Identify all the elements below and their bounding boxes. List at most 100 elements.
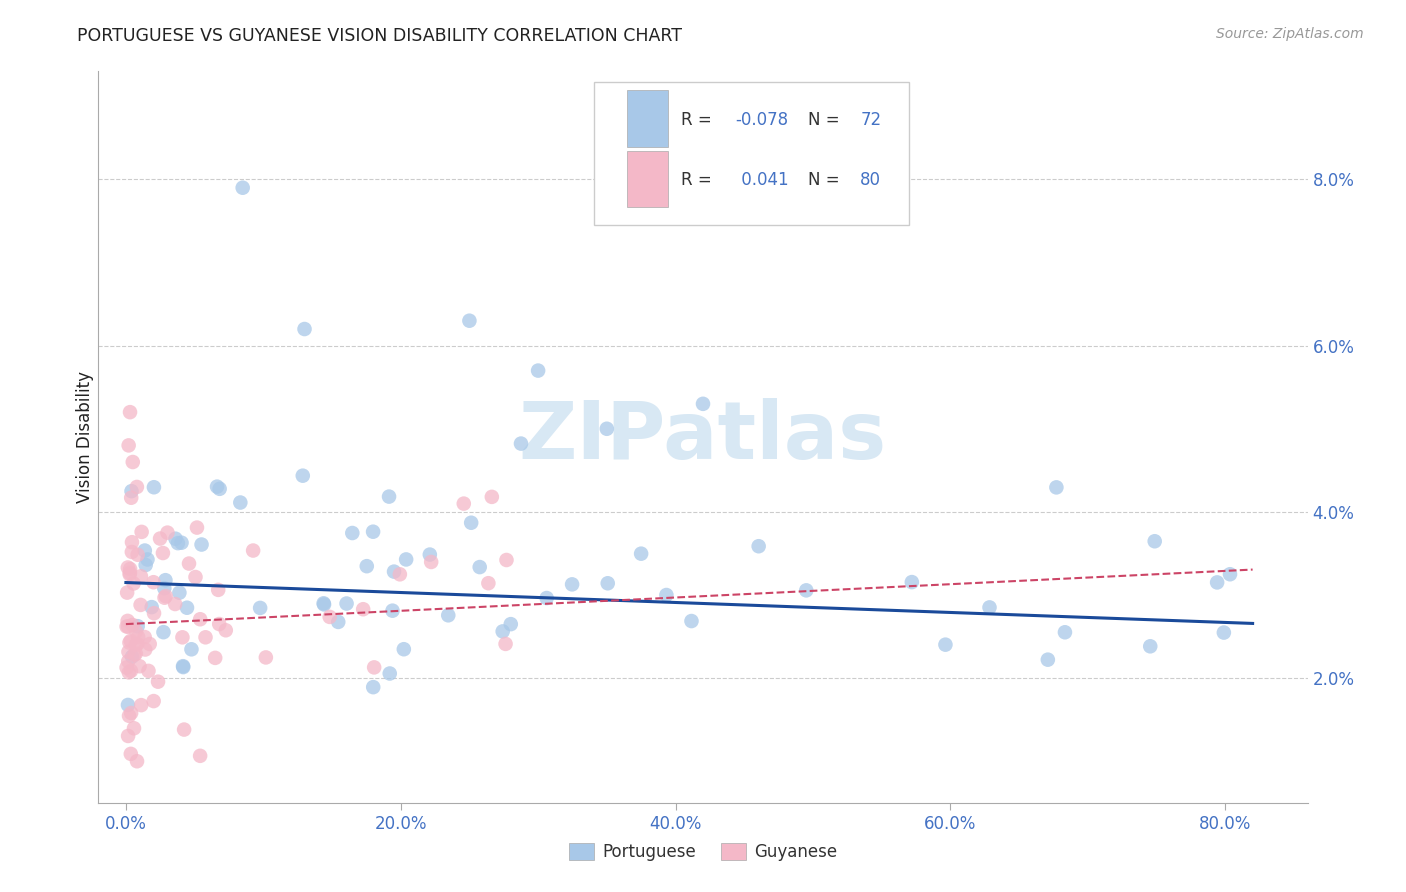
Text: N =: N = [808, 170, 845, 189]
Point [312, 596, 335, 610]
Point [152, 625, 174, 640]
Point [118, 405, 141, 419]
Point [149, 532, 172, 546]
Point [117, 560, 139, 574]
Point [134, 642, 156, 657]
Point [1045, 480, 1067, 494]
Point [794, 583, 817, 598]
Text: -0.078: -0.078 [735, 111, 789, 128]
Point [361, 680, 384, 694]
Point [143, 606, 166, 620]
Point [142, 575, 165, 590]
Point [169, 585, 191, 599]
FancyBboxPatch shape [627, 90, 668, 146]
Point [127, 548, 149, 562]
Point [291, 468, 314, 483]
Text: 80: 80 [860, 170, 882, 189]
Point [232, 180, 254, 194]
Point [420, 555, 443, 569]
Point [630, 547, 652, 561]
Point [249, 601, 271, 615]
Point [180, 642, 202, 657]
Point [173, 723, 195, 737]
Point [188, 612, 211, 626]
Point [204, 651, 226, 665]
Point [395, 552, 418, 566]
Point [120, 633, 142, 648]
Point [128, 659, 150, 673]
Point [561, 577, 583, 591]
Point [118, 665, 141, 680]
Point [381, 604, 404, 618]
Point [117, 654, 139, 668]
Point [352, 602, 374, 616]
Point [172, 630, 194, 644]
Point [1219, 567, 1241, 582]
Point [129, 698, 152, 713]
Point [146, 674, 169, 689]
Point [118, 566, 141, 580]
Point [121, 545, 143, 559]
Point [692, 397, 714, 411]
Point [172, 660, 194, 674]
Point [205, 480, 228, 494]
Point [156, 525, 179, 540]
Point [215, 624, 238, 638]
Text: 72: 72 [860, 111, 882, 128]
Point [125, 480, 148, 494]
Point [117, 614, 139, 628]
Point [117, 729, 139, 743]
Text: PORTUGUESE VS GUYANESE VISION DISABILITY CORRELATION CHART: PORTUGUESE VS GUYANESE VISION DISABILITY… [77, 27, 682, 45]
Point [342, 526, 364, 541]
Point [901, 575, 924, 590]
Point [141, 600, 163, 615]
Point [165, 532, 187, 546]
Point [122, 721, 145, 735]
Point [118, 438, 141, 452]
Point [208, 482, 231, 496]
Point [312, 598, 335, 612]
Point [392, 642, 415, 657]
Point [242, 543, 264, 558]
Point [190, 537, 212, 551]
Point [748, 539, 770, 553]
Point [481, 490, 503, 504]
Point [152, 546, 174, 560]
Point [115, 660, 138, 674]
Point [118, 567, 141, 582]
Point [318, 610, 340, 624]
Point [596, 422, 619, 436]
FancyBboxPatch shape [595, 82, 908, 225]
Point [127, 619, 149, 633]
Point [121, 535, 143, 549]
Point [155, 573, 177, 587]
Point [153, 581, 176, 595]
Point [335, 597, 357, 611]
Point [934, 638, 956, 652]
Point [121, 455, 143, 469]
Point [495, 637, 517, 651]
Legend: Portuguese, Guyanese: Portuguese, Guyanese [562, 836, 844, 868]
Text: 0.041: 0.041 [735, 170, 789, 189]
Point [527, 363, 550, 377]
Point [254, 650, 277, 665]
Point [122, 576, 145, 591]
Point [382, 565, 405, 579]
Point [186, 520, 208, 534]
Point [188, 748, 211, 763]
Point [124, 648, 146, 662]
Point [125, 624, 148, 639]
Point [1139, 640, 1161, 654]
Point [125, 638, 148, 652]
Point [120, 562, 142, 576]
Point [596, 576, 619, 591]
Point [328, 615, 350, 629]
Point [136, 552, 159, 566]
Point [118, 708, 141, 723]
Point [477, 576, 499, 591]
Point [129, 569, 152, 583]
Point [536, 591, 558, 605]
Point [121, 618, 143, 632]
Point [155, 589, 177, 603]
Point [294, 322, 316, 336]
